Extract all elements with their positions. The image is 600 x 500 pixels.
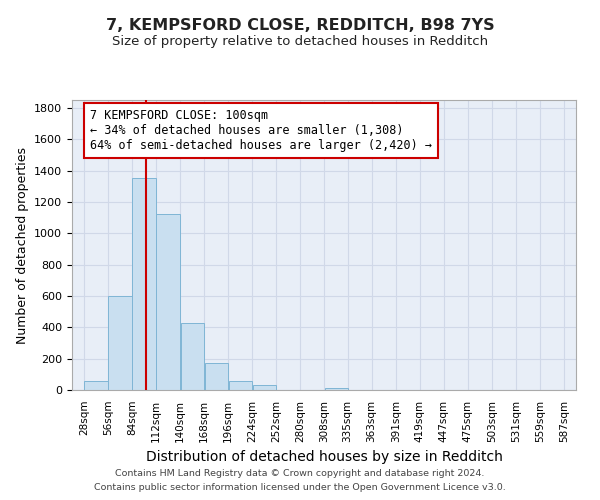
Bar [85,380,108,390]
Bar [229,380,252,390]
Bar [133,178,156,390]
Bar [253,384,276,390]
Text: 7 KEMPSFORD CLOSE: 100sqm
← 34% of detached houses are smaller (1,308)
64% of se: 7 KEMPSFORD CLOSE: 100sqm ← 34% of detac… [89,108,431,152]
Bar [157,214,180,390]
Text: 7, KEMPSFORD CLOSE, REDDITCH, B98 7YS: 7, KEMPSFORD CLOSE, REDDITCH, B98 7YS [106,18,494,32]
Bar [205,364,228,390]
Y-axis label: Number of detached properties: Number of detached properties [16,146,29,344]
Text: Contains public sector information licensed under the Open Government Licence v3: Contains public sector information licen… [94,484,506,492]
Bar [109,296,132,390]
X-axis label: Distribution of detached houses by size in Redditch: Distribution of detached houses by size … [146,450,502,464]
Text: Size of property relative to detached houses in Redditch: Size of property relative to detached ho… [112,35,488,48]
Bar [325,388,348,390]
Text: Contains HM Land Registry data © Crown copyright and database right 2024.: Contains HM Land Registry data © Crown c… [115,468,485,477]
Bar [181,322,204,390]
